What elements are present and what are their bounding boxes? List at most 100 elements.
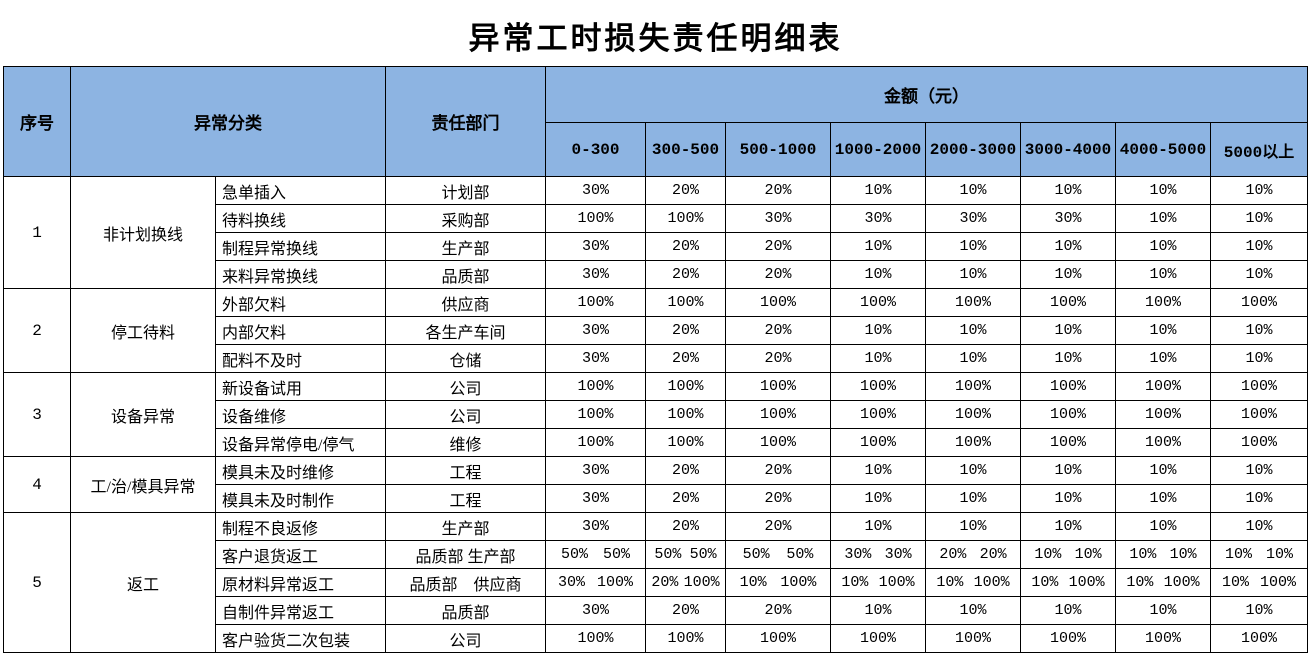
value-cell: 100% bbox=[645, 400, 726, 429]
value-part: 100% bbox=[596, 574, 633, 591]
value-cell: 30% bbox=[725, 204, 831, 233]
item-cell: 内部欠料 bbox=[215, 316, 386, 345]
value-cell: 100% bbox=[1210, 400, 1308, 429]
value-cell: 20% bbox=[645, 596, 726, 625]
row-index-cell: 1 bbox=[3, 176, 71, 289]
value-cell: 100% bbox=[545, 372, 646, 401]
value-cell: 30% bbox=[545, 232, 646, 261]
department-cell: 生产部 bbox=[385, 512, 546, 541]
row-index-cell: 4 bbox=[3, 456, 71, 513]
value-cell: 10% bbox=[1020, 456, 1116, 485]
value-cell: 100% bbox=[925, 372, 1021, 401]
value-cell: 20% bbox=[725, 484, 831, 513]
table-row: 设备维修 公司 100% 100% 100% 100% 100% 100% 100% 100% bbox=[4, 400, 1308, 429]
table-row: 1 非计划换线 急单插入 计划部 30% 20% 20% 10% 10% 10% 10% 10% bbox=[3, 176, 1308, 289]
row-index-cell: 3 bbox=[3, 372, 71, 457]
value-cell: 100% bbox=[830, 624, 926, 653]
table-row: 自制件异常返工 品质部 30% 20% 20% 10% 10% 10% 10% 10% bbox=[4, 596, 1308, 625]
dual-value: 10% 100% bbox=[927, 574, 1020, 591]
item-cell: 外部欠料 bbox=[215, 288, 386, 317]
department-cell: 品质部 bbox=[385, 596, 546, 625]
department-cell: 工程 bbox=[385, 484, 546, 513]
amount-range-header: 5000以上 bbox=[1210, 122, 1308, 177]
value-part: 50% bbox=[654, 546, 682, 563]
value-cell: 100% bbox=[1210, 372, 1308, 401]
value-cell: 10% bbox=[925, 344, 1021, 373]
value-cell: 10% bbox=[1115, 176, 1211, 205]
value-cell: 100% bbox=[830, 428, 926, 457]
department-cell: 各生产车间 bbox=[385, 316, 546, 345]
value-cell: 10% bbox=[1020, 176, 1116, 205]
department-cell: 生产部 bbox=[385, 232, 546, 261]
department-cell: 公司 bbox=[385, 372, 546, 401]
item-cell: 制程异常换线 bbox=[215, 232, 386, 261]
value-cell: 50% 50% bbox=[725, 540, 831, 569]
value-cell: 10% 10% bbox=[1115, 540, 1211, 569]
table-row: 3 设备异常 新设备试用 公司 100% 100% 100% 100% 100% 100% 100%… bbox=[3, 372, 1308, 457]
value-cell: 100% bbox=[1210, 288, 1308, 317]
value-part: 10% bbox=[1034, 546, 1062, 563]
value-cell: 10% bbox=[830, 484, 926, 513]
value-part: 10% bbox=[1169, 546, 1197, 563]
department-cell: 采购部 bbox=[385, 204, 546, 233]
table-header: 序号 异常分类 责任部门 金额（元） 0-300 300-500 500-1000 1… bbox=[3, 66, 1308, 177]
value-part: 100% bbox=[973, 574, 1010, 591]
value-cell: 30% 30% bbox=[830, 540, 926, 569]
value-part: 30% bbox=[844, 546, 872, 563]
category-cell: 停工待料 bbox=[70, 288, 216, 373]
value-cell: 10% bbox=[925, 260, 1021, 289]
value-cell: 100% bbox=[1115, 624, 1211, 653]
value-part: 100% bbox=[878, 574, 915, 591]
item-cell: 模具未及时维修 bbox=[215, 456, 386, 485]
value-cell: 100% bbox=[830, 372, 926, 401]
dual-value: 10% 100% bbox=[1117, 574, 1210, 591]
item-cell: 客户验货二次包装 bbox=[215, 624, 386, 653]
dual-value: 50% 50% bbox=[547, 546, 645, 563]
item-cell: 制程不良返修 bbox=[215, 512, 386, 541]
category-cell: 返工 bbox=[70, 512, 216, 653]
value-cell: 30% bbox=[545, 176, 646, 205]
value-cell: 10% bbox=[925, 484, 1021, 513]
value-cell: 10% bbox=[1210, 344, 1308, 373]
value-cell: 10% bbox=[1115, 204, 1211, 233]
value-cell: 10% bbox=[1020, 344, 1116, 373]
header-amount-group: 金额（元） bbox=[545, 66, 1308, 123]
value-cell: 20% bbox=[645, 512, 726, 541]
item-cell: 自制件异常返工 bbox=[215, 596, 386, 625]
value-part: 50% bbox=[689, 546, 717, 563]
item-cell: 模具未及时制作 bbox=[215, 484, 386, 513]
value-cell: 100% bbox=[545, 204, 646, 233]
value-cell: 100% bbox=[925, 624, 1021, 653]
value-cell: 100% bbox=[1020, 288, 1116, 317]
value-cell: 10% bbox=[830, 316, 926, 345]
department-cell: 品质部 供应商 bbox=[385, 568, 546, 597]
item-cell: 设备异常停电/停气 bbox=[215, 428, 386, 457]
header-category: 异常分类 bbox=[70, 66, 386, 177]
value-cell: 100% bbox=[645, 428, 726, 457]
value-cell: 30% bbox=[545, 596, 646, 625]
value-cell: 30% bbox=[545, 456, 646, 485]
value-cell: 10% bbox=[1020, 596, 1116, 625]
value-cell: 100% bbox=[830, 400, 926, 429]
value-cell: 100% bbox=[1020, 624, 1116, 653]
value-cell: 20% bbox=[725, 260, 831, 289]
value-cell: 10% 100% bbox=[1115, 568, 1211, 597]
value-cell: 10% bbox=[830, 456, 926, 485]
amount-range-header: 3000-4000 bbox=[1020, 122, 1116, 177]
value-cell: 20% bbox=[645, 316, 726, 345]
value-cell: 100% bbox=[545, 428, 646, 457]
value-cell: 10% 100% bbox=[1020, 568, 1116, 597]
value-part: 50% bbox=[786, 546, 814, 563]
value-cell: 20% 100% bbox=[645, 568, 726, 597]
value-cell: 30% 100% bbox=[545, 568, 646, 597]
value-cell: 20% bbox=[645, 456, 726, 485]
value-cell: 10% bbox=[830, 260, 926, 289]
value-cell: 10% bbox=[1210, 596, 1308, 625]
value-cell: 10% bbox=[830, 344, 926, 373]
value-cell: 100% bbox=[645, 624, 726, 653]
value-cell: 30% bbox=[545, 260, 646, 289]
amount-range-header-row: 0-300 300-500 500-1000 1000-2000 2000-3000 30… bbox=[4, 122, 1308, 177]
value-cell: 10% bbox=[925, 512, 1021, 541]
value-cell: 100% bbox=[725, 428, 831, 457]
dual-value: 10% 100% bbox=[832, 574, 925, 591]
